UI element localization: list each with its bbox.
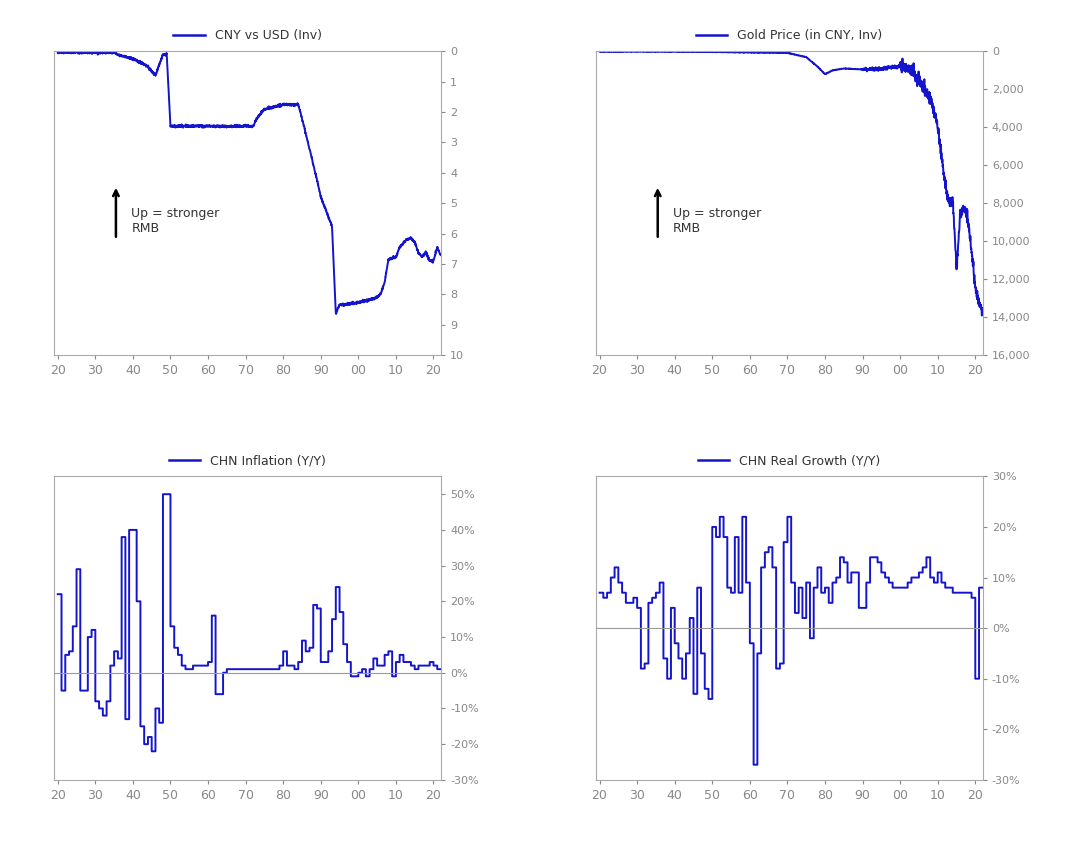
Legend: CHN Real Growth (Y/Y): CHN Real Growth (Y/Y) [693,449,886,472]
Legend: CNY vs USD (Inv): CNY vs USD (Inv) [168,24,326,47]
Legend: Gold Price (in CNY, Inv): Gold Price (in CNY, Inv) [691,24,888,47]
Text: Up = stronger
RMB: Up = stronger RMB [132,207,219,236]
Text: Up = stronger
RMB: Up = stronger RMB [673,207,761,236]
Legend: CHN Inflation (Y/Y): CHN Inflation (Y/Y) [164,449,332,472]
